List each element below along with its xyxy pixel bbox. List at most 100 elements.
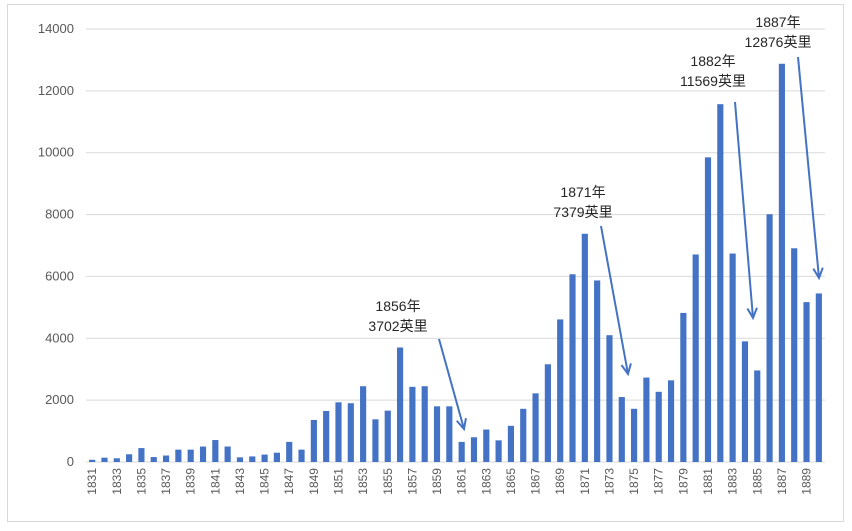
y-tick-label: 4000 bbox=[45, 330, 74, 345]
annotation-value: 3702英里 bbox=[368, 318, 427, 334]
x-tick-label: 1887 bbox=[775, 468, 789, 495]
bar-1883 bbox=[729, 253, 736, 462]
bars bbox=[89, 63, 822, 463]
bar-1836 bbox=[150, 457, 157, 462]
bar-1884 bbox=[741, 341, 749, 462]
annotation-arrowhead bbox=[455, 417, 467, 432]
bar-1865 bbox=[507, 425, 515, 462]
chart-frame: 0 2000 4000 6000 8000 10000 12000 14000 1831 183… bbox=[7, 4, 844, 522]
x-tick-label: 1889 bbox=[800, 468, 814, 495]
x-tick-label: 1865 bbox=[504, 468, 518, 495]
bar-1853 bbox=[360, 386, 367, 462]
bar-1869 bbox=[557, 319, 564, 462]
bar-1868 bbox=[544, 364, 551, 462]
x-tick-label: 1883 bbox=[726, 468, 740, 495]
bar-1857 bbox=[409, 386, 416, 462]
bar-1880 bbox=[692, 254, 699, 462]
annotation-year: 1856年 bbox=[375, 298, 420, 314]
annotation-arrowhead bbox=[746, 307, 758, 321]
bar-1833 bbox=[113, 458, 120, 462]
bar-1852 bbox=[347, 403, 354, 462]
annotation-arrowhead bbox=[812, 267, 824, 281]
bar-1838 bbox=[175, 449, 182, 462]
bar-1890 bbox=[815, 293, 822, 462]
x-tick-label: 1837 bbox=[159, 468, 173, 495]
bar-1882 bbox=[717, 104, 724, 463]
annotations: 1856年 3702英里 1871年 7379英里 1882年 11569英里 1887年 1… bbox=[368, 14, 824, 432]
bar-1843 bbox=[236, 457, 244, 462]
y-tick-label: 14000 bbox=[38, 21, 74, 36]
annotation-arrow bbox=[797, 56, 820, 279]
bar-1863 bbox=[483, 429, 490, 462]
bar-1862 bbox=[470, 437, 478, 462]
bar-1871 bbox=[581, 233, 588, 462]
x-tick-label: 1859 bbox=[430, 468, 444, 495]
annotation-year: 1882年 bbox=[690, 53, 735, 69]
x-tick-label: 1861 bbox=[455, 468, 469, 495]
annotation-arrow bbox=[600, 225, 629, 375]
bar-1875 bbox=[631, 408, 638, 462]
x-tick-label: 1869 bbox=[553, 468, 567, 495]
bar-1854 bbox=[372, 419, 379, 462]
bar-1886 bbox=[766, 214, 773, 462]
x-tick-label: 1831 bbox=[85, 468, 99, 495]
annotation-year: 1871年 bbox=[560, 184, 605, 200]
bar-chart: 0 2000 4000 6000 8000 10000 12000 14000 1831 183… bbox=[38, 14, 825, 495]
y-tick-label: 6000 bbox=[45, 268, 74, 283]
annotation-value: 12876英里 bbox=[745, 34, 812, 50]
bar-1866 bbox=[520, 408, 527, 462]
bar-1873 bbox=[606, 335, 613, 462]
y-tick-label: 8000 bbox=[45, 207, 74, 222]
bar-1877 bbox=[655, 391, 662, 462]
y-tick-label: 12000 bbox=[38, 83, 74, 98]
bar-1885 bbox=[754, 370, 761, 462]
y-tick-label: 0 bbox=[67, 454, 74, 469]
bar-1834 bbox=[126, 454, 133, 462]
x-axis-ticks: 1831 1833 1835 1837 1839 1841 1843 1845 1847 1849… bbox=[85, 468, 813, 495]
y-tick-label: 2000 bbox=[45, 392, 74, 407]
bar-1860 bbox=[446, 406, 453, 462]
x-tick-label: 1879 bbox=[676, 468, 690, 495]
x-tick-label: 1885 bbox=[750, 468, 764, 495]
bar-1855 bbox=[384, 410, 391, 462]
bar-1848 bbox=[298, 449, 305, 462]
x-tick-label: 1845 bbox=[258, 468, 272, 495]
x-tick-label: 1867 bbox=[529, 468, 543, 495]
x-tick-label: 1841 bbox=[208, 468, 222, 495]
annotation-year: 1887年 bbox=[755, 14, 800, 30]
x-tick-label: 1835 bbox=[134, 468, 148, 495]
bar-1850 bbox=[323, 410, 330, 462]
x-tick-label: 1877 bbox=[652, 468, 666, 495]
x-tick-label: 1839 bbox=[184, 468, 198, 495]
bar-1840 bbox=[199, 446, 207, 462]
x-tick-label: 1851 bbox=[331, 468, 345, 495]
x-tick-label: 1857 bbox=[405, 468, 419, 495]
annotation-arrowhead bbox=[620, 363, 632, 377]
bar-1881 bbox=[704, 157, 712, 462]
bar-1841 bbox=[212, 440, 219, 462]
bar-1870 bbox=[569, 274, 576, 462]
x-tick-label: 1871 bbox=[578, 468, 592, 495]
bar-1879 bbox=[680, 312, 687, 462]
bar-1887 bbox=[778, 63, 785, 463]
x-tick-label: 1863 bbox=[479, 468, 493, 495]
x-tick-label: 1875 bbox=[627, 468, 641, 495]
bar-1846 bbox=[273, 452, 280, 462]
bar-1842 bbox=[224, 446, 231, 462]
bar-1851 bbox=[335, 402, 342, 462]
bar-1861 bbox=[458, 441, 465, 462]
bar-1864 bbox=[495, 440, 502, 462]
annotation-arrow bbox=[734, 101, 754, 319]
bar-1832 bbox=[101, 457, 108, 462]
bar-1837 bbox=[162, 455, 170, 462]
x-tick-label: 1873 bbox=[602, 468, 616, 495]
bar-1876 bbox=[643, 377, 650, 462]
bar-1839 bbox=[187, 449, 194, 462]
y-tick-label: 10000 bbox=[38, 145, 74, 160]
bar-1858 bbox=[421, 386, 428, 462]
x-tick-label: 1855 bbox=[381, 468, 395, 495]
bar-1844 bbox=[249, 456, 256, 462]
bar-1845 bbox=[261, 454, 268, 462]
x-tick-label: 1849 bbox=[307, 468, 321, 495]
bar-1849 bbox=[310, 419, 317, 462]
